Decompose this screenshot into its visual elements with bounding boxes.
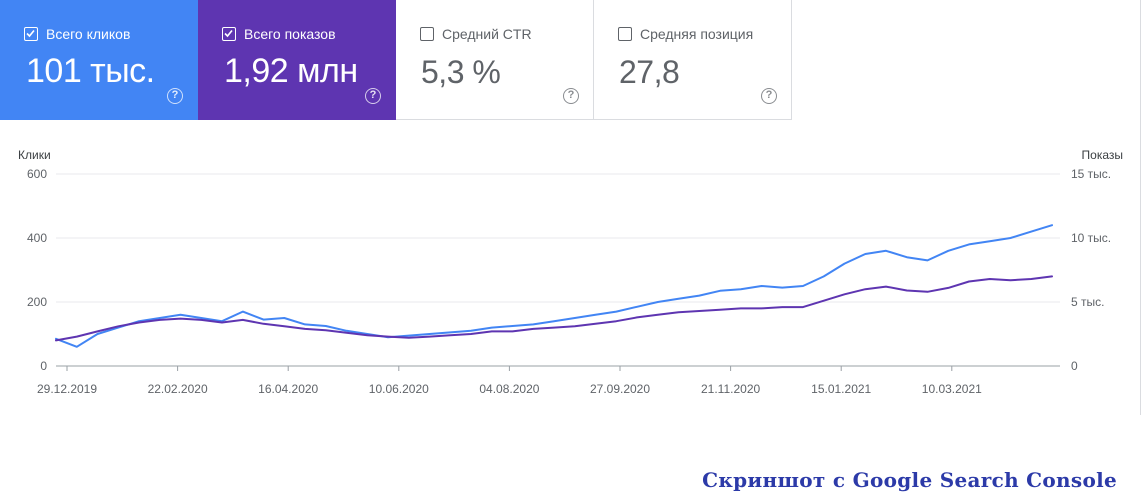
chart-grid — [56, 173, 1060, 367]
metric-card-header: Всего кликов — [24, 26, 130, 42]
performance-chart[interactable]: Клики Показы 0 0 200 5 тыс. 400 10 тыс. 600 15 … — [0, 140, 1143, 400]
right-axis-label: Показы — [1082, 148, 1123, 162]
series-line — [55, 275, 1053, 342]
checkbox-checked-icon[interactable] — [222, 27, 236, 41]
help-icon[interactable]: ? — [563, 88, 579, 104]
x-tick-label: 10.06.2020 — [369, 382, 429, 396]
x-tick-label: 15.01.2021 — [811, 382, 871, 396]
x-tick-label: 22.02.2020 — [148, 382, 208, 396]
right-tick-label: 0 — [1071, 359, 1078, 373]
left-tick-label: 0 — [40, 359, 47, 373]
x-tick-label: 27.09.2020 — [590, 382, 650, 396]
metric-card-header: Средняя позиция — [618, 26, 753, 42]
caption: Скриншот с Google Search Console — [702, 468, 1117, 492]
metric-card-header: Всего показов — [222, 26, 336, 42]
chart-ticks: 0 0 200 5 тыс. 400 10 тыс. 600 15 тыс. 29.12.201… — [27, 167, 1111, 396]
help-icon[interactable]: ? — [761, 88, 777, 104]
x-tick-label: 29.12.2019 — [37, 382, 97, 396]
checkbox-checked-icon[interactable] — [24, 27, 38, 41]
metric-label: Средняя позиция — [640, 26, 754, 42]
metric-card-ctr[interactable]: Средний CTR 5,3 % ? — [396, 0, 594, 120]
metric-card-header: Средний CTR — [420, 26, 532, 42]
x-tick-label: 10.03.2021 — [922, 382, 982, 396]
metric-label: Всего показов — [244, 26, 336, 42]
left-tick-label: 600 — [27, 167, 47, 181]
metric-value: 1,92 млн — [224, 52, 358, 90]
metric-cards: Всего кликов 101 тыс. ? Всего показов 1,… — [0, 0, 792, 120]
metric-value: 27,8 — [619, 54, 680, 90]
left-tick-label: 200 — [27, 295, 47, 309]
right-tick-label: 5 тыс. — [1071, 295, 1104, 309]
metric-value: 5,3 % — [421, 54, 501, 90]
checkbox-unchecked-icon[interactable] — [420, 27, 434, 41]
left-axis-label: Клики — [18, 148, 51, 162]
x-tick-label: 21.11.2020 — [701, 382, 760, 396]
metric-card-clicks[interactable]: Всего кликов 101 тыс. ? — [0, 0, 198, 120]
help-icon[interactable]: ? — [167, 88, 183, 104]
metric-card-position[interactable]: Средняя позиция 27,8 ? — [594, 0, 792, 120]
right-tick-label: 15 тыс. — [1071, 167, 1111, 181]
checkbox-unchecked-icon[interactable] — [618, 27, 632, 41]
right-tick-label: 10 тыс. — [1071, 231, 1111, 245]
x-tick-label: 04.08.2020 — [479, 382, 539, 396]
help-icon[interactable]: ? — [365, 88, 381, 104]
metric-label: Средний CTR — [442, 26, 532, 42]
metric-label: Всего кликов — [46, 26, 131, 42]
panel-border — [1140, 0, 1141, 415]
left-tick-label: 400 — [27, 231, 47, 245]
series-line — [55, 224, 1053, 348]
chart-series — [55, 224, 1053, 348]
x-tick-label: 16.04.2020 — [258, 382, 318, 396]
metric-value: 101 тыс. — [26, 52, 155, 90]
metric-card-impressions[interactable]: Всего показов 1,92 млн ? — [198, 0, 396, 120]
